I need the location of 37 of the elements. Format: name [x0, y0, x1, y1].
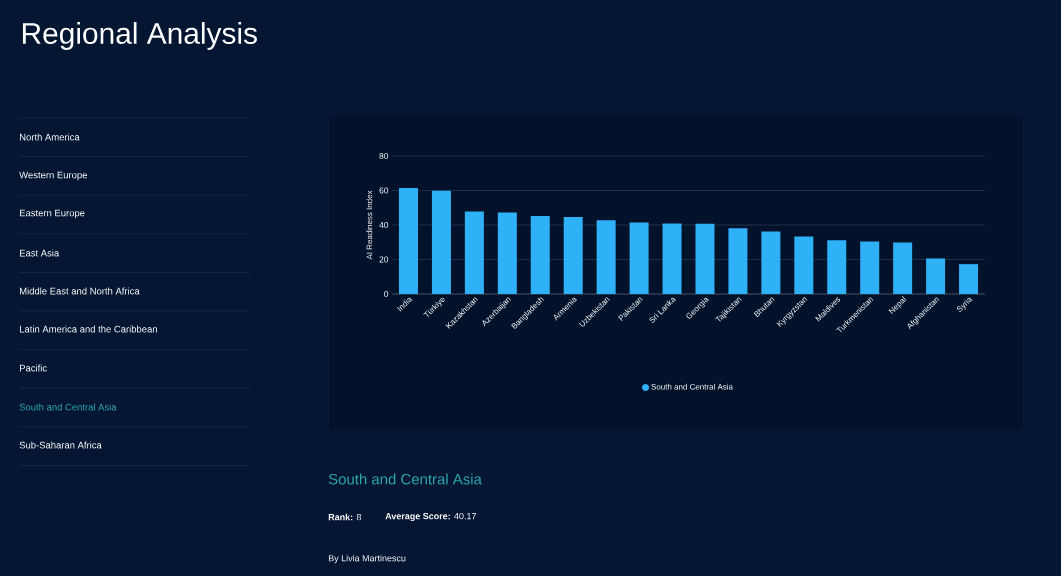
bar — [728, 228, 748, 294]
bar — [827, 240, 847, 294]
bar — [431, 190, 451, 294]
bar — [794, 236, 814, 294]
y-tick-label: 60 — [379, 187, 389, 194]
bar — [596, 220, 616, 294]
bar — [959, 264, 979, 294]
text: South and Central Asia — [328, 473, 482, 485]
text: Sub-Saharan Africa — [19, 441, 102, 449]
bar — [398, 187, 418, 294]
bar — [497, 212, 517, 294]
bar — [860, 241, 880, 294]
text: East Asia — [19, 249, 60, 257]
text: North America — [19, 133, 80, 141]
y-tick-label: 20 — [379, 256, 389, 263]
text: Rank: 8 — [328, 513, 362, 521]
bar — [563, 216, 583, 294]
text: Western Europe — [19, 171, 87, 181]
bar — [893, 242, 913, 294]
bar — [464, 211, 484, 294]
bar — [662, 223, 682, 294]
text: Eastern Europe — [19, 209, 85, 219]
bar — [761, 231, 781, 294]
bar — [926, 258, 946, 294]
y-tick-label: 80 — [379, 153, 389, 159]
text: Average Score: 40.17 — [385, 512, 476, 522]
bar — [530, 216, 550, 294]
text: South and Central Asia — [19, 403, 117, 411]
text: Latin America and the Caribbean — [19, 325, 157, 333]
text: Regional Analysis — [22, 22, 257, 50]
text: Pacific — [19, 364, 47, 372]
y-tick-label: 0 — [384, 291, 389, 297]
bar — [629, 222, 649, 294]
text: By Livia Martinescu — [328, 554, 406, 564]
y-tick-label: 40 — [379, 222, 389, 228]
text: Middle East and North Africa — [19, 287, 140, 295]
bar — [695, 223, 715, 294]
